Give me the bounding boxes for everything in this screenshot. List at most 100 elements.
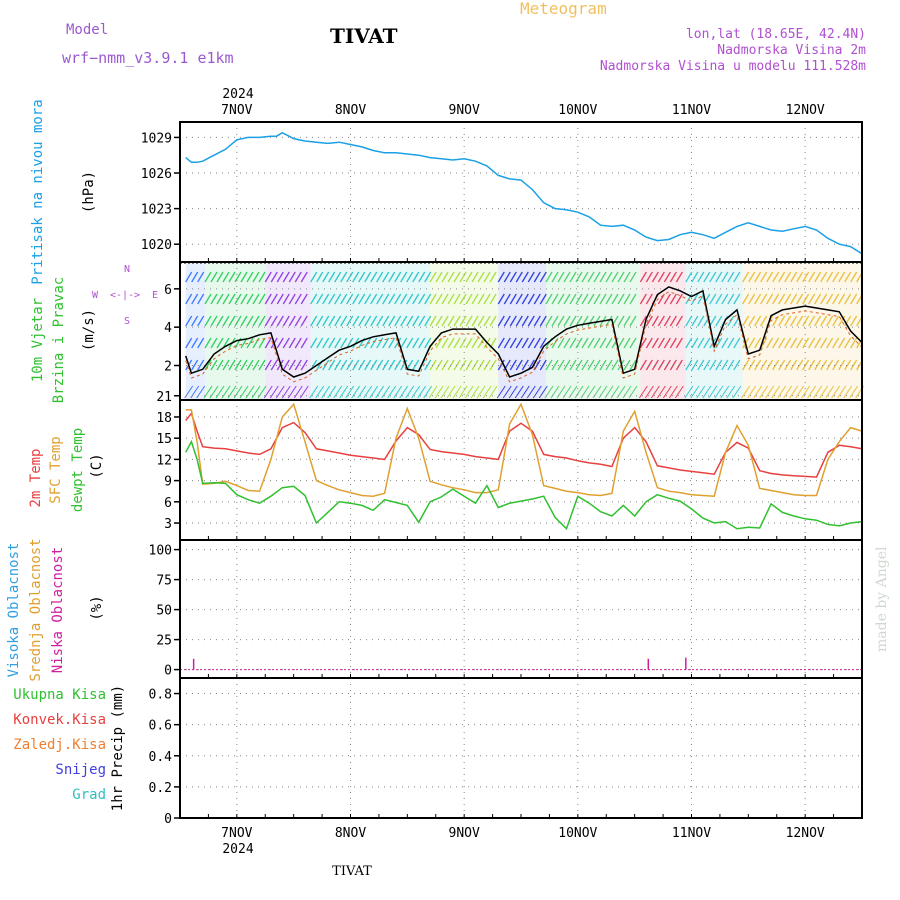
wind-arrow [691,359,699,371]
wind-hatch [333,385,343,399]
wind-arrow [533,293,541,305]
wind-arrow [784,293,792,305]
wind-arrow [288,315,296,327]
wind-arrow [246,359,254,371]
wind-arrow [328,315,336,327]
wind-arrow [240,271,248,283]
wind-arrow [340,293,348,305]
wind-arrow [802,315,810,327]
compass-e: E [152,290,158,301]
wind-arrow [465,337,473,349]
wind-arrow [685,271,693,283]
wind-arrow [742,271,750,283]
wind-arrow [826,271,834,283]
wind-hatch [807,385,817,399]
bottom-day-label: 7NOV [221,826,252,841]
wind-arrow [246,293,254,305]
wind-arrow [246,315,254,327]
wind-arrow [459,271,467,283]
wind-hatch [245,385,255,399]
wind-arrow [234,315,242,327]
wind-arrow [300,293,308,305]
wind-hatch [446,385,456,399]
pressure-unit: (hPa) [81,171,97,213]
wind-arrow [617,337,625,349]
wind-hatch [720,385,730,399]
wind-arrow [191,359,199,371]
wind-arrow [581,359,589,371]
wind-arrow [471,359,479,371]
wind-arrow [820,359,828,371]
wind-hatch [357,385,367,399]
wind-arrow [617,315,625,327]
wind-arrow [645,359,653,371]
wind-hatch [387,385,397,399]
wind-arrow [521,359,529,371]
wind-hatch [263,385,273,399]
y-tick-label: 0.6 [149,719,172,734]
wind-arrow [826,359,834,371]
wind-arrow [663,359,671,371]
temperature-panel: 3 6 9 12 15 18 21 [156,390,863,540]
wind-arrow [447,271,455,283]
wind-arrow [418,271,426,283]
wind-arrow [234,271,242,283]
wind-arrow [276,271,284,283]
wind-arrow [515,271,523,283]
wind-band [309,262,433,400]
wind-arrow [814,359,822,371]
wind-arrow [663,315,671,327]
wind-arrow [727,337,735,349]
wind-arrow [599,293,607,305]
wind-hatch [849,385,859,399]
wind-arrow [669,315,677,327]
wind-arrow [515,315,523,327]
wind-arrow [185,271,193,283]
wind-arrow [352,359,360,371]
wind-arrow [435,293,443,305]
wind-hatch [726,385,736,399]
wind-arrow [453,337,461,349]
wind-arrow [593,271,601,283]
wind-arrow [832,337,840,349]
wind-arrow [533,337,541,349]
wind-arrow [276,293,284,305]
wind-arrow [300,337,308,349]
wind-hatch [440,385,450,399]
y-tick-label: 1029 [141,131,172,146]
wind-arrow [509,359,517,371]
wind-arrow [328,271,336,283]
wind-hatch [747,385,757,399]
wind-arrow [820,271,828,283]
wind-arrow [483,271,491,283]
y-tick-label: 9 [164,475,172,490]
precip-panel: 0 0.2 0.4 0.6 0.8 [149,678,863,827]
wind-arrow [294,337,302,349]
wind-arrow [515,293,523,305]
wind-band [263,262,311,400]
wind-arrow [382,271,390,283]
wind-arrow [551,315,559,327]
wind-arrow [340,315,348,327]
wind-hatch [825,385,835,399]
wind-arrow [412,359,420,371]
wind-arrow [657,359,665,371]
wind-band-fill [265,262,311,400]
wind-arrow [376,359,384,371]
wind-arrow [557,293,565,305]
wind-band [638,262,686,400]
y-tick-label: 12 [156,453,172,468]
top-day-labels: 7NOV 8NOV 9NOV 10NOV 11NOV 12NOV [221,103,825,118]
y-tick-label: 0.8 [149,688,172,703]
wind-arrow [334,359,342,371]
wind-arrow [545,271,553,283]
wind-arrow [551,359,559,371]
wind-arrow [742,293,750,305]
wind-arrow [328,359,336,371]
wind-hatch [339,385,349,399]
wind-arrow [669,293,677,305]
wind-arrow [521,293,529,305]
wind-arrow [721,359,729,371]
wind-arrow [406,337,414,349]
